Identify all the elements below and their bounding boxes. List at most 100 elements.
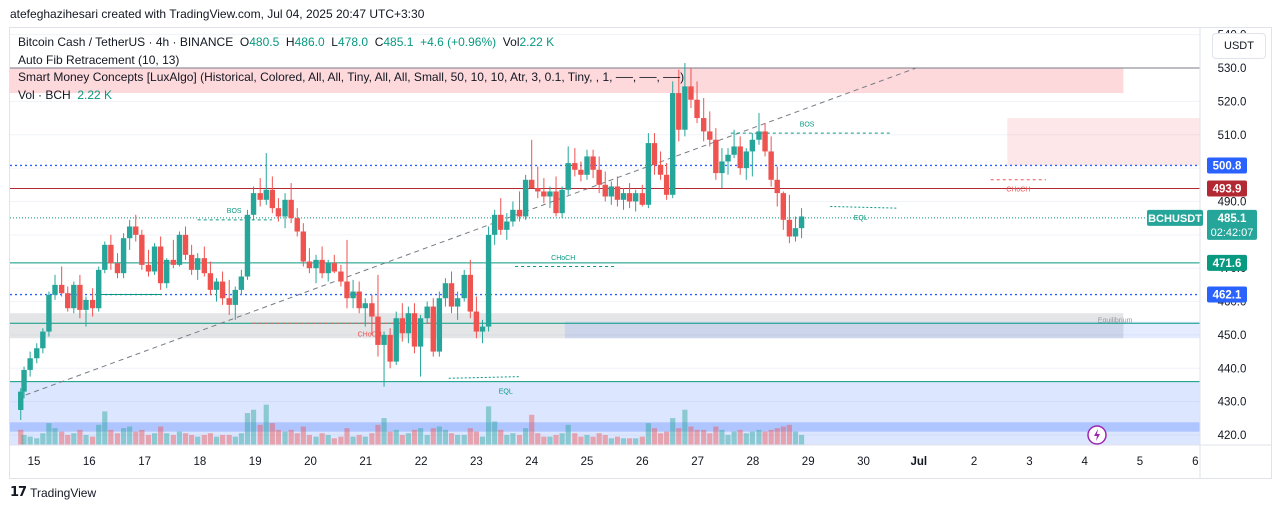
candle-body [498, 214, 504, 230]
volume-bar [46, 423, 52, 445]
candle-body [707, 131, 713, 140]
candle-body [219, 281, 226, 299]
candle-body [83, 299, 89, 310]
volume-bar [510, 433, 516, 445]
chart-legend: Bitcoin Cash / TetherUS · 4h · BINANCE O… [18, 34, 684, 104]
volume-bar [71, 433, 77, 445]
volume-bar [102, 411, 108, 445]
candle-body [694, 99, 700, 119]
candle-body [547, 191, 553, 197]
volume-bar [535, 433, 541, 445]
x-tick-label: 23 [470, 456, 483, 468]
volume-bar [213, 436, 220, 445]
volume-bar [288, 429, 294, 445]
x-tick-label: 24 [525, 456, 538, 468]
last-price-value: 485.1 [1218, 213, 1247, 225]
smc-label: CHoCH [358, 332, 382, 339]
volume-bar [176, 431, 183, 445]
volume-bar [559, 433, 565, 445]
x-tick-label: 26 [636, 456, 649, 468]
x-tick-label: 21 [359, 456, 372, 468]
y-tick-label: 450.0 [1218, 330, 1247, 342]
candle-body [614, 186, 621, 200]
high-value: 486.0 [294, 35, 325, 49]
candle-body [578, 169, 584, 175]
candle-body [201, 258, 208, 274]
volume-bar [492, 421, 498, 445]
candle-body [18, 391, 24, 410]
x-tick-label: 25 [581, 456, 594, 468]
volume-bar [590, 436, 596, 445]
volume-bar [731, 431, 737, 445]
price-badge [1207, 254, 1247, 271]
volume-bar [399, 434, 405, 445]
x-tick-label: 22 [415, 456, 428, 468]
candle-body [157, 246, 164, 284]
candle-body [393, 318, 399, 362]
candle-body [65, 293, 71, 309]
volume-bar [756, 429, 762, 445]
candle-body [590, 156, 596, 170]
x-tick-label: 17 [138, 456, 151, 468]
x-tick-label: 6 [1192, 456, 1198, 468]
candle-body [369, 303, 375, 317]
candle-body [46, 294, 52, 332]
candle-body [559, 189, 565, 214]
volume-bar [170, 434, 176, 445]
volume-bar [387, 431, 393, 445]
candle-body [756, 131, 762, 140]
volume-bar [455, 434, 461, 445]
indicator-volume[interactable]: Vol · BCH 2.22 K [18, 87, 684, 105]
candle-body [375, 316, 381, 345]
x-tick-label: 28 [747, 456, 760, 468]
candle-body [780, 193, 787, 220]
symbol-title[interactable]: Bitcoin Cash / TetherUS · 4h · BINANCE [18, 35, 234, 49]
candle-body [565, 163, 571, 190]
candle-body [313, 259, 319, 269]
candle-body [535, 188, 541, 192]
last-price-badge [1207, 209, 1257, 240]
candle-body [676, 93, 682, 130]
equilibrium-zone [10, 313, 1124, 339]
volume-bar [516, 434, 523, 445]
candle-body [356, 291, 362, 309]
candle-body [762, 131, 768, 152]
volume-bar [792, 431, 799, 445]
y-tick-label: 490.0 [1218, 196, 1247, 208]
candle-body [250, 193, 257, 215]
indicator-smc[interactable]: Smart Money Concepts [LuxAlgo] (Historic… [18, 70, 685, 84]
price-badge-label: 493.9 [1213, 183, 1242, 195]
open-value: 480.5 [249, 35, 280, 49]
y-tick-label: 430.0 [1218, 397, 1247, 409]
smc-label: BOS [800, 121, 815, 128]
volume-label: Vol [502, 35, 520, 49]
chart-container[interactable]: Bitcoin Cash / TetherUS · 4h · BINANCE O… [9, 27, 1272, 479]
volume-bar [319, 433, 325, 445]
candle-body [442, 283, 449, 299]
smc-label: EQL [854, 215, 868, 222]
indicator-fib[interactable]: Auto Fib Retracement (10, 13) [18, 52, 180, 67]
volume-bar [325, 434, 331, 445]
volume-bar [670, 418, 676, 445]
currency-button[interactable]: USDT [1212, 33, 1266, 59]
candle-body [620, 193, 627, 200]
lightning-icon[interactable] [1087, 425, 1107, 445]
volume-bar [257, 424, 263, 445]
x-tick-label: 15 [28, 456, 41, 468]
candle-body [151, 246, 158, 272]
candle-body [541, 191, 547, 197]
volume-bar [195, 436, 201, 445]
volume-bar [300, 426, 306, 445]
volume-bar [479, 436, 486, 445]
price-chart[interactable]: BOSBOSCHoCHCHoCHCHoCHEQLEQLEquilibrium42… [10, 28, 1271, 478]
candle-body [188, 254, 195, 270]
candle-body [572, 163, 578, 170]
candle-body [473, 311, 480, 332]
candle-body [688, 86, 694, 100]
volume-bar [52, 428, 58, 445]
symbol-badge-label: BCHUSDT [1148, 213, 1202, 225]
price-badge [1207, 286, 1247, 303]
volume-bar [282, 431, 288, 445]
volume-bar [448, 433, 455, 445]
volume-bar [189, 434, 195, 445]
